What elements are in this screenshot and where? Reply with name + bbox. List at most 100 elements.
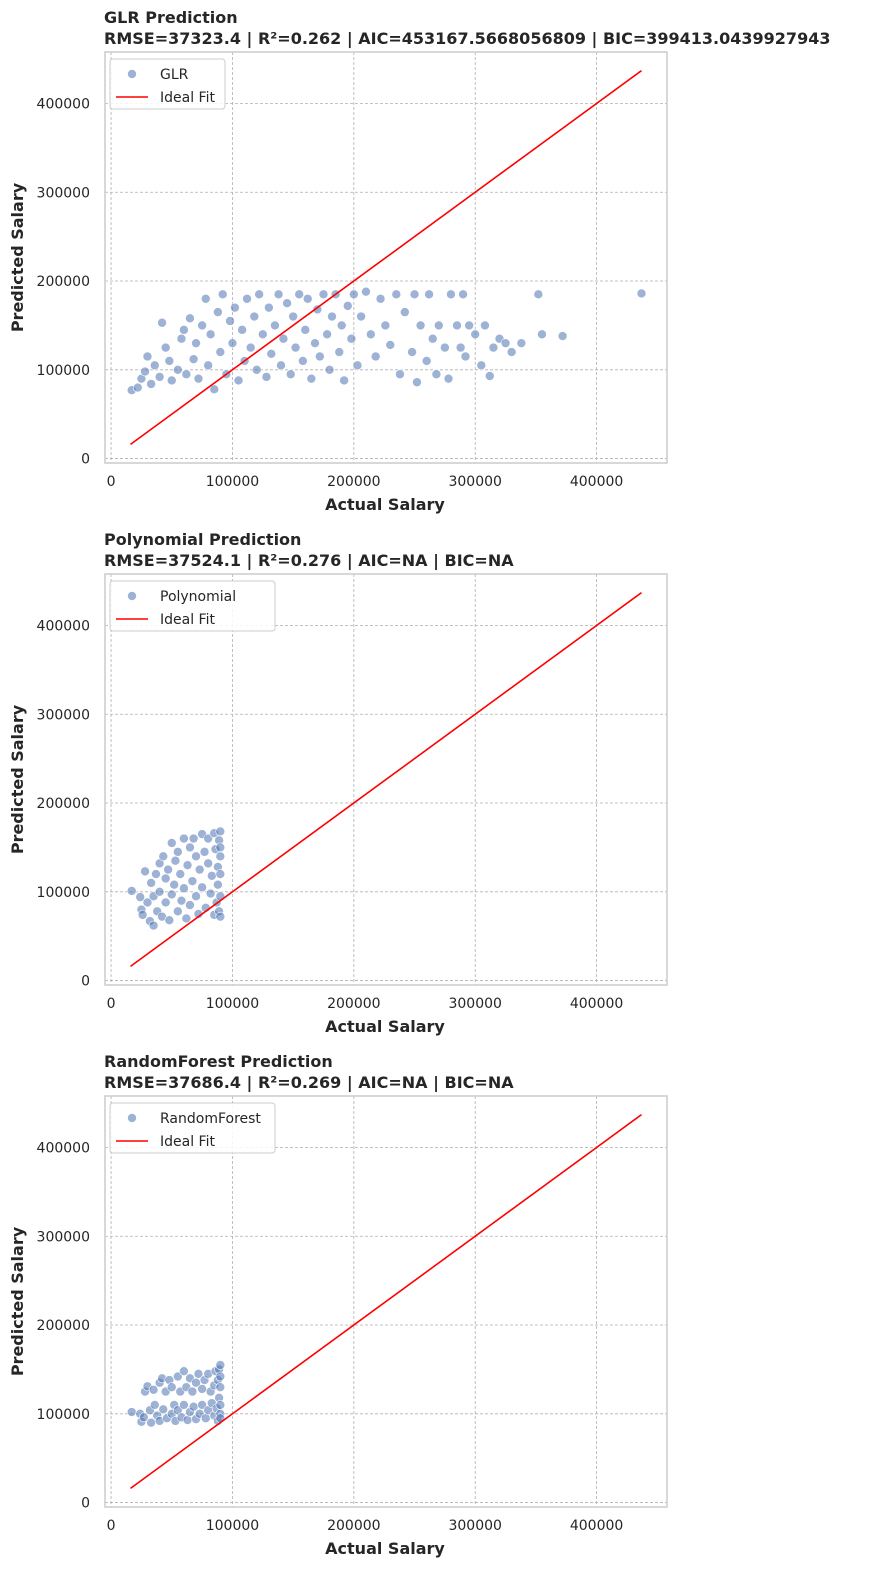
data-point (200, 1413, 211, 1424)
data-point (181, 913, 192, 924)
chart-subtitle: RMSE=37323.4 | R²=0.262 | AIC=453167.566… (104, 29, 830, 49)
data-point (412, 377, 422, 388)
data-point (205, 888, 216, 899)
data-point (356, 311, 366, 322)
data-point (203, 360, 213, 371)
data-point (375, 293, 386, 304)
data-point (197, 320, 207, 331)
data-point (225, 316, 235, 326)
x-tick-label: 400000 (570, 996, 623, 1012)
data-point (400, 307, 410, 317)
scatter-series (126, 826, 226, 931)
data-point (370, 351, 381, 362)
data-point (197, 1384, 207, 1394)
data-point (484, 371, 495, 381)
data-point (164, 356, 175, 366)
data-point (533, 289, 544, 300)
data-point (200, 293, 211, 304)
data-point (440, 342, 450, 353)
data-point (294, 289, 305, 300)
y-tick-label: 0 (81, 974, 90, 990)
data-point (185, 313, 195, 324)
data-point (298, 356, 308, 366)
data-point (366, 329, 376, 340)
data-point (458, 289, 468, 300)
y-tick-label: 400000 (37, 618, 90, 634)
data-point (431, 369, 442, 380)
legend-marker-points (127, 591, 137, 601)
y-axis-label: Predicted Salary (8, 1226, 27, 1376)
data-point (424, 289, 434, 300)
x-tick-label: 0 (107, 474, 116, 490)
data-point (132, 382, 143, 393)
legend-box (109, 1102, 276, 1154)
data-point (480, 320, 490, 331)
y-tick-label: 400000 (37, 1140, 90, 1156)
data-point (266, 349, 277, 359)
data-point (146, 878, 156, 888)
data-point (191, 1377, 201, 1388)
data-point (233, 375, 244, 386)
data-point (537, 329, 547, 340)
x-tick-label: 200000 (327, 1518, 380, 1534)
data-point (342, 301, 353, 311)
data-point (193, 1369, 204, 1379)
data-point (154, 886, 165, 897)
data-point (135, 892, 146, 902)
data-point (215, 1400, 226, 1410)
data-point (415, 320, 426, 331)
data-point (446, 289, 456, 300)
data-point (215, 851, 226, 862)
data-point (339, 375, 349, 386)
y-tick-label: 400000 (37, 96, 90, 112)
data-point (179, 1400, 189, 1410)
chart-subtitle: RMSE=37524.1 | R²=0.276 | AIC=NA | BIC=N… (104, 551, 514, 571)
data-point (205, 329, 216, 340)
plot-frame (104, 573, 668, 986)
data-point (315, 351, 325, 362)
data-point (254, 289, 264, 300)
data-point (290, 342, 301, 353)
data-point (191, 338, 201, 348)
data-point (257, 329, 268, 340)
scatter-series (126, 1360, 226, 1428)
data-point (278, 333, 289, 344)
data-point (187, 1386, 198, 1397)
data-point (636, 288, 647, 299)
data-point (427, 333, 438, 344)
data-point (179, 1366, 189, 1376)
data-point (215, 826, 226, 837)
data-point (470, 329, 481, 340)
data-point (179, 833, 189, 844)
data-point (149, 360, 160, 371)
data-point (173, 1371, 183, 1382)
data-point (249, 311, 260, 322)
data-point (264, 302, 274, 313)
data-point (164, 915, 175, 925)
data-point (500, 338, 511, 348)
data-point (126, 1407, 137, 1417)
data-point (349, 289, 359, 300)
data-point (215, 1382, 226, 1392)
legend: RandomForest Ideal Fit (109, 1102, 276, 1154)
data-point (421, 356, 432, 366)
data-point (188, 833, 199, 844)
y-tick-label: 300000 (37, 185, 90, 201)
data-point (149, 1400, 160, 1410)
ideal-fit-line (130, 1113, 642, 1490)
x-tick-label: 300000 (448, 996, 501, 1012)
x-tick-label: 200000 (327, 996, 380, 1012)
data-point (140, 866, 150, 877)
data-point (166, 889, 177, 900)
data-point (334, 347, 345, 357)
data-point (464, 320, 474, 331)
data-point (237, 325, 247, 335)
x-tick-label: 400000 (570, 1518, 623, 1534)
data-point (194, 864, 205, 875)
data-point (476, 360, 487, 371)
data-point (139, 1412, 149, 1423)
data-point (126, 886, 137, 896)
data-point (455, 342, 466, 353)
legend-label-ideal: Ideal Fit (160, 90, 215, 106)
data-point (160, 873, 171, 884)
